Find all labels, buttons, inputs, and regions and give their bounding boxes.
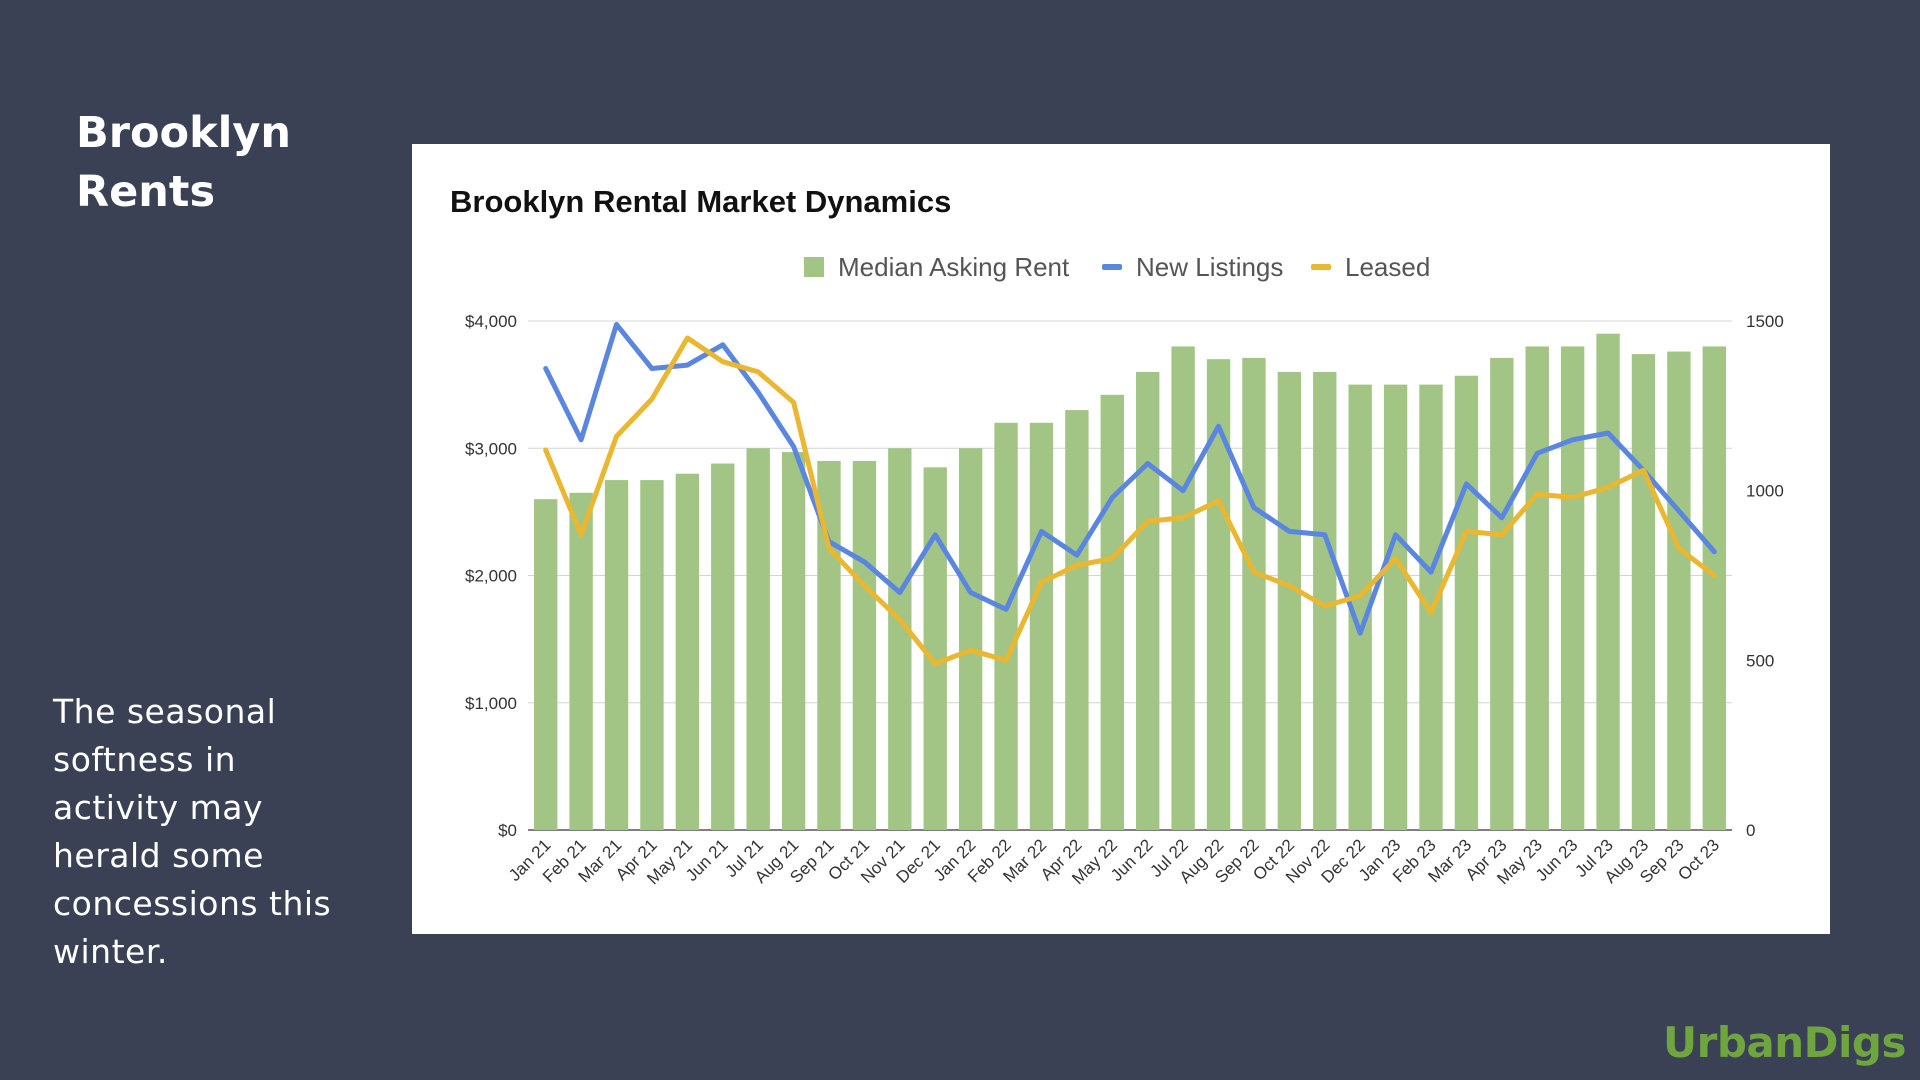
rent-bar xyxy=(1136,371,1160,830)
rent-bar xyxy=(1171,346,1195,830)
legend-rent-label: Median Asking Rent xyxy=(838,252,1070,282)
rent-bar xyxy=(746,448,770,830)
brand-logo: UrbanDigs xyxy=(1663,1018,1906,1067)
rent-bar xyxy=(1029,422,1054,830)
rent-bar xyxy=(1277,371,1302,830)
rent-bar xyxy=(711,463,735,830)
rent-bar xyxy=(569,492,593,830)
rent-bar xyxy=(1596,333,1620,830)
chart-svg: Brooklyn Rental Market Dynamics $0 $1,000 $… xyxy=(450,184,1784,888)
legend-rent-swatch xyxy=(804,257,824,277)
rent-bar xyxy=(1525,346,1549,830)
rent-bar xyxy=(1383,384,1408,830)
rent-bar xyxy=(1560,346,1585,830)
rent-bar xyxy=(534,499,558,830)
chart-title: Brooklyn Rental Market Dynamics xyxy=(450,184,951,219)
y-left-tick-label: $2,000 xyxy=(465,567,517,586)
legend-new-listings-label: New Listings xyxy=(1136,252,1283,282)
y-left-tick-label: $0 xyxy=(498,821,517,840)
rent-bar xyxy=(1100,394,1124,830)
legend-leased-label: Leased xyxy=(1345,252,1430,282)
rent-bar xyxy=(923,467,947,830)
rent-bar xyxy=(604,480,629,830)
y-right-tick-label: 1000 xyxy=(1746,482,1784,501)
y-right-tick-label: 0 xyxy=(1746,821,1755,840)
y-right-tick-label: 500 xyxy=(1746,651,1774,670)
rent-bar xyxy=(1702,346,1726,830)
rent-bar xyxy=(1348,384,1372,830)
rent-bar xyxy=(852,460,877,830)
rent-bar xyxy=(640,480,664,830)
slide-note: The seasonal softness in activity may he… xyxy=(53,692,332,971)
rent-bar xyxy=(1206,359,1231,830)
y-left-tick-label: $3,000 xyxy=(465,439,517,458)
y-left-tick-label: $4,000 xyxy=(465,312,517,331)
chart-card: Brooklyn Rental Market Dynamics $0 $1,000 $… xyxy=(412,144,1830,934)
rent-bar xyxy=(1667,351,1691,830)
slide-title: Brooklyn Rents xyxy=(76,108,292,217)
y-right-tick-label: 1500 xyxy=(1746,312,1784,331)
legend-leased-swatch xyxy=(1311,264,1331,270)
y-left-tick-label: $1,000 xyxy=(465,694,517,713)
legend-new-listings-swatch xyxy=(1102,264,1122,270)
rent-bar xyxy=(1065,410,1089,830)
rent-bar xyxy=(1631,354,1656,830)
rent-bar xyxy=(675,473,700,830)
rent-bar xyxy=(888,448,912,830)
rent-bar xyxy=(1242,357,1266,830)
leased-line xyxy=(543,335,1717,667)
rent-bar xyxy=(1490,357,1514,830)
rent-bar xyxy=(994,422,1018,830)
rent-bar xyxy=(1454,375,1479,830)
rent-bar xyxy=(958,448,983,830)
rent-bar xyxy=(781,452,806,830)
rent-bar xyxy=(1313,371,1337,830)
